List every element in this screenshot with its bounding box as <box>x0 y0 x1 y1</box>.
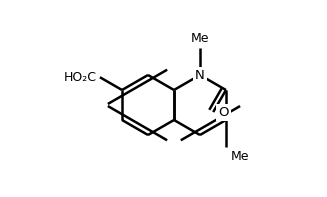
Text: O: O <box>218 106 229 119</box>
Text: Me: Me <box>191 32 209 45</box>
Text: N: N <box>195 69 205 82</box>
Text: Me: Me <box>231 150 250 163</box>
Text: HO₂C: HO₂C <box>64 71 97 84</box>
